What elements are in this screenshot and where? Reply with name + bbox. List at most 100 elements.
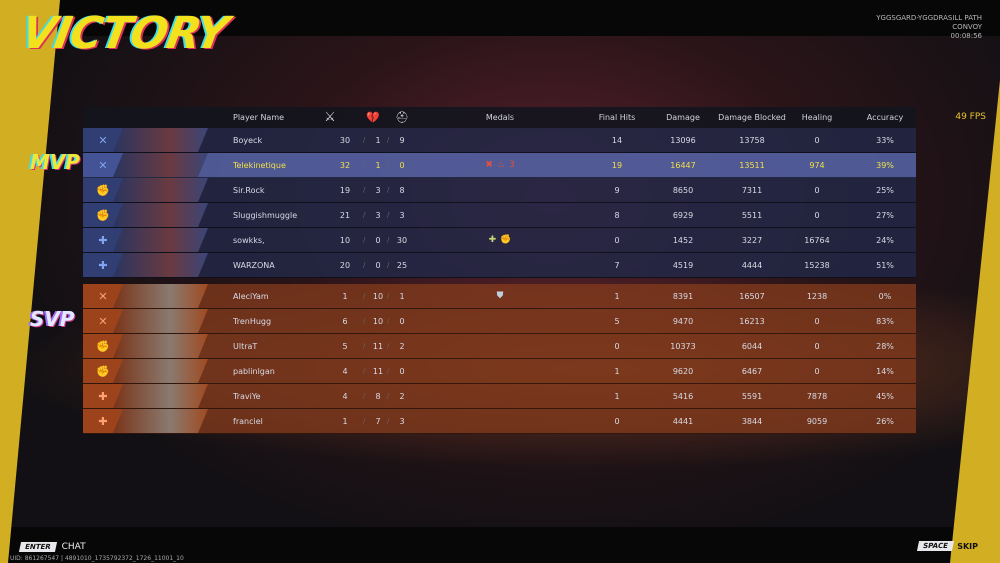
player-row[interactable]: ✚ WARZONA 20/ 0/ 25 7 4519 4444 15238 51% bbox=[83, 253, 916, 278]
player-row[interactable]: ✊ pablinlgan 4/ 11/ 0 1 9620 6467 0 14% bbox=[83, 359, 916, 384]
deaths: 1 bbox=[375, 160, 381, 170]
player-row[interactable]: ✊ Sluggishmuggle 21/ 3/ 3 8 6929 5511 0 27% bbox=[83, 203, 916, 228]
header-damage: Damage bbox=[666, 113, 700, 122]
kills: 32 bbox=[339, 160, 351, 170]
bottom-bar bbox=[0, 527, 1000, 563]
accuracy: 27% bbox=[876, 210, 894, 220]
medals bbox=[460, 359, 540, 383]
damage-blocked: 5591 bbox=[741, 391, 763, 401]
medals bbox=[460, 128, 540, 152]
damage-blocked: 3844 bbox=[741, 416, 763, 426]
player-row[interactable]: ✕ Telekinetique 32/ 1/ 0 ✖ ♨ 3 19 16447 1351… bbox=[83, 153, 916, 178]
player-name[interactable]: TraviYe bbox=[233, 391, 261, 401]
damage: 9470 bbox=[672, 316, 694, 326]
table-header: Player Name ⚔ 💔 ⛑ Medals Final Hits Dama… bbox=[83, 107, 916, 128]
healing: 1238 bbox=[806, 291, 828, 301]
assists: 1 bbox=[399, 291, 405, 301]
accuracy: 14% bbox=[876, 366, 894, 376]
hero-portrait bbox=[113, 334, 208, 358]
player-row[interactable]: ✚ franciel 1/ 7/ 3 0 4441 3844 9059 26% bbox=[83, 409, 916, 434]
kills: 19 bbox=[339, 185, 351, 195]
deaths: 7 bbox=[375, 416, 381, 426]
player-name[interactable]: Sluggishmuggle bbox=[233, 210, 298, 220]
assists: 3 bbox=[399, 416, 405, 426]
medals: ✚ ✊ bbox=[460, 228, 540, 252]
deaths: 11 bbox=[372, 366, 384, 376]
chat-label: CHAT bbox=[61, 542, 86, 552]
chat-hint[interactable]: ENTER CHAT bbox=[18, 542, 86, 552]
header-medals: Medals bbox=[485, 113, 515, 122]
medal-icon: ♨ bbox=[496, 160, 505, 170]
damage: 16447 bbox=[670, 160, 696, 170]
player-row[interactable]: ✕ TrenHugg 6/ 10/ 0 5 9470 16213 0 83% bbox=[83, 309, 916, 334]
crossed-swords-icon: ⚔ bbox=[324, 110, 336, 125]
skip-hint[interactable]: SPACE SKIP bbox=[917, 541, 978, 551]
accuracy: 45% bbox=[876, 391, 894, 401]
player-name[interactable]: UltraT bbox=[233, 341, 258, 351]
damage-blocked: 4444 bbox=[741, 260, 763, 270]
header-player-name: Player Name bbox=[233, 113, 285, 122]
damage-blocked: 16213 bbox=[739, 316, 765, 326]
healing: 974 bbox=[809, 160, 825, 170]
final-hits: 1 bbox=[614, 291, 620, 301]
final-hits: 7 bbox=[614, 260, 620, 270]
hero-portrait bbox=[113, 359, 208, 383]
player-row[interactable]: ✕ AleciYam 1/ 10/ 1 ⛊ 1 8391 16507 1238 0% bbox=[83, 284, 916, 309]
player-name[interactable]: Telekinetique bbox=[233, 160, 286, 170]
deaths: 10 bbox=[372, 291, 384, 301]
player-name[interactable]: Boyeck bbox=[233, 135, 263, 145]
player-name[interactable]: franciel bbox=[233, 416, 263, 426]
player-name[interactable]: TrenHugg bbox=[233, 316, 272, 326]
medals bbox=[460, 334, 540, 358]
player-name[interactable]: WARZONA bbox=[233, 260, 275, 270]
player-name[interactable]: pablinlgan bbox=[233, 366, 275, 376]
game-mode: CONVOY bbox=[952, 23, 982, 31]
assists: 0 bbox=[399, 316, 405, 326]
deaths: 10 bbox=[372, 316, 384, 326]
mvp-badge: MVP bbox=[30, 150, 81, 174]
kills: 4 bbox=[342, 391, 348, 401]
hero-portrait bbox=[113, 128, 208, 152]
damage-blocked: 6467 bbox=[741, 366, 763, 376]
player-row[interactable]: ✚ TraviYe 4/ 8/ 2 1 5416 5591 7878 45% bbox=[83, 384, 916, 409]
player-row[interactable]: ✚ sowkks, 10/ 0/ 30 ✚ ✊ 0 1452 3227 16764 24% bbox=[83, 228, 916, 253]
player-name[interactable]: sowkks, bbox=[233, 235, 265, 245]
medal-icon: 3 bbox=[508, 160, 515, 170]
strategist-role-icon: ✚ bbox=[83, 384, 123, 408]
scoreboard-table: Player Name ⚔ 💔 ⛑ Medals Final Hits Dama… bbox=[83, 107, 916, 434]
accuracy: 0% bbox=[878, 291, 892, 301]
damage-blocked: 6044 bbox=[741, 341, 763, 351]
assists: 30 bbox=[396, 235, 408, 245]
player-row[interactable]: ✊ Sir.Rock 19/ 3/ 8 9 8650 7311 0 25% bbox=[83, 178, 916, 203]
damage-blocked: 13511 bbox=[739, 160, 765, 170]
medal-icon: ⛊ bbox=[496, 291, 504, 301]
accuracy: 25% bbox=[876, 185, 894, 195]
medals bbox=[460, 409, 540, 433]
kills: 4 bbox=[342, 366, 348, 376]
final-hits: 8 bbox=[614, 210, 620, 220]
hero-portrait bbox=[113, 409, 208, 433]
kills: 30 bbox=[339, 135, 351, 145]
player-row[interactable]: ✊ UltraT 5/ 11/ 2 0 10373 6044 0 28% bbox=[83, 334, 916, 359]
medals bbox=[460, 253, 540, 277]
kills: 20 bbox=[339, 260, 351, 270]
enter-key: ENTER bbox=[18, 542, 57, 552]
assists: 3 bbox=[399, 210, 405, 220]
svp-badge: SVP bbox=[30, 307, 75, 331]
final-hits: 1 bbox=[614, 366, 620, 376]
player-row[interactable]: ✕ Boyeck 30/ 1/ 9 14 13096 13758 0 33% bbox=[83, 128, 916, 153]
kills: 21 bbox=[339, 210, 351, 220]
header-healing: Healing bbox=[801, 113, 833, 122]
player-name[interactable]: AleciYam bbox=[233, 291, 269, 301]
damage-blocked: 13758 bbox=[739, 135, 765, 145]
medals bbox=[460, 309, 540, 333]
assist-icon: ⛑ bbox=[395, 111, 409, 124]
uid-text: UID: 861267547 | 4891010_1735792372_1726… bbox=[10, 555, 184, 562]
final-hits: 0 bbox=[614, 416, 620, 426]
damage: 5416 bbox=[672, 391, 694, 401]
kills: 10 bbox=[339, 235, 351, 245]
accuracy: 33% bbox=[876, 135, 894, 145]
final-hits: 14 bbox=[611, 135, 623, 145]
healing: 15238 bbox=[804, 260, 830, 270]
player-name[interactable]: Sir.Rock bbox=[233, 185, 265, 195]
